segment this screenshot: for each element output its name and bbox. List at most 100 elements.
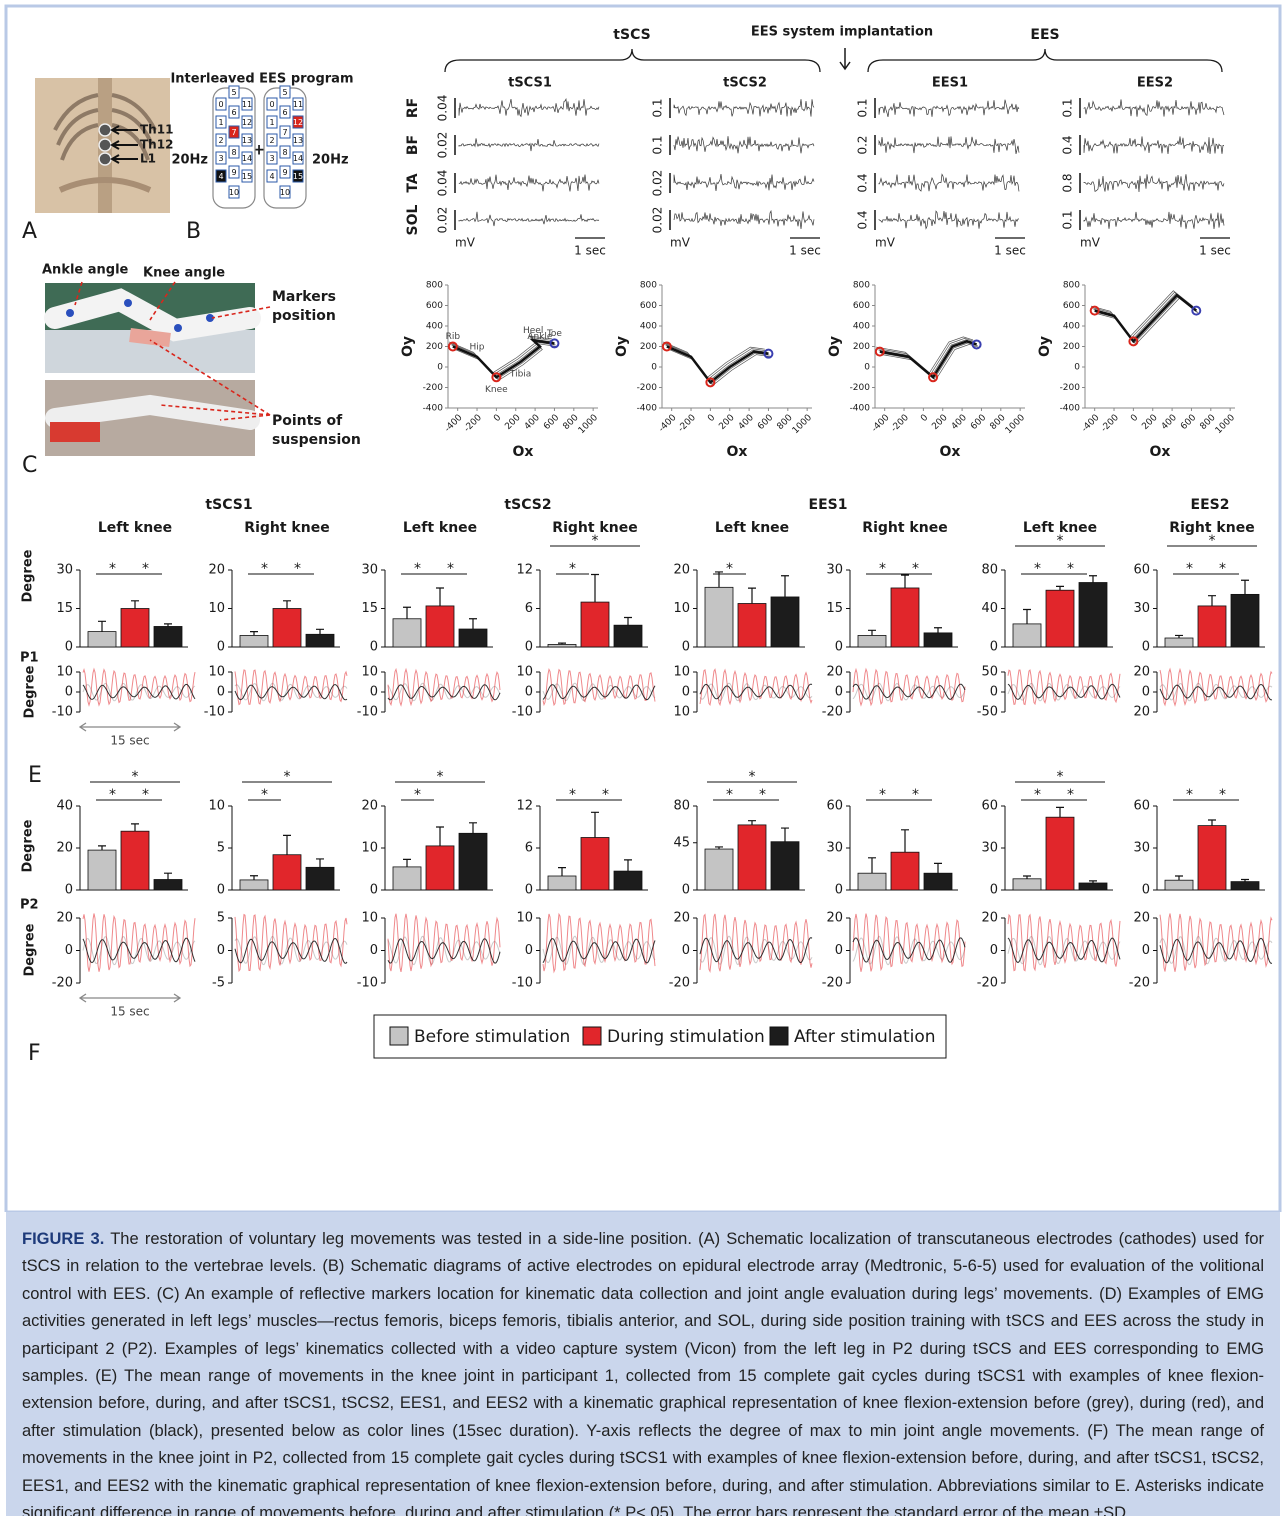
y-tick-label: 0 xyxy=(1142,640,1150,655)
point-label: Toe xyxy=(546,329,562,339)
point-label: Heel xyxy=(523,326,543,336)
emg-trace xyxy=(674,211,814,229)
x-tick-label: 1000 xyxy=(577,413,600,436)
y-tick-label: 0 xyxy=(835,883,843,898)
significance-label: * xyxy=(1186,787,1193,803)
significance-label: * xyxy=(1219,561,1226,577)
time-label: 1 sec xyxy=(789,244,821,258)
error-bar xyxy=(591,812,599,837)
legend-swatch xyxy=(390,1027,408,1045)
error-bar xyxy=(1056,807,1064,817)
error-bar xyxy=(781,828,789,842)
bar xyxy=(614,871,642,890)
y-tick-label: 30 xyxy=(361,563,378,578)
emg-scale: 0.2 xyxy=(856,135,870,154)
y-tick-label: -20 xyxy=(977,976,998,991)
electrode xyxy=(99,153,111,165)
y-tick-label: -20 xyxy=(1129,976,1150,991)
y-tick-label: 60 xyxy=(1133,799,1150,814)
error-bar xyxy=(98,846,106,850)
electrode-number: 11 xyxy=(242,100,252,109)
y-tick-label: 400 xyxy=(1063,322,1080,332)
legend-label: During stimulation xyxy=(607,1027,765,1047)
electrode-number: 8 xyxy=(231,148,236,157)
bar xyxy=(240,880,268,890)
y-tick-label: 60 xyxy=(981,799,998,814)
error-bar xyxy=(1241,580,1249,594)
vertebra-label: Th11 xyxy=(140,123,173,137)
x-axis-label: Ox xyxy=(727,444,748,460)
y-tick-label: 0 xyxy=(370,883,378,898)
y-tick-label: 20 xyxy=(208,563,225,578)
y-tick-label: -20 xyxy=(822,976,843,991)
x-tick-label: -200 xyxy=(889,413,911,435)
emg-scale: 0.1 xyxy=(651,98,665,117)
group-title: tSCS2 xyxy=(504,497,551,513)
y-tick-label: 0 xyxy=(1142,883,1150,898)
y-tick-label: 0 xyxy=(682,640,690,655)
group-title: EES2 xyxy=(1191,497,1230,513)
y-tick-label: 600 xyxy=(640,301,657,311)
significance-label: * xyxy=(749,769,756,785)
bar xyxy=(924,633,952,647)
significance-label: * xyxy=(109,561,116,577)
electrode-number: 5 xyxy=(231,88,236,97)
y-tick-label: 20 xyxy=(826,665,843,680)
y-tick-label: 0 xyxy=(990,883,998,898)
y-tick-label: 10 xyxy=(361,841,378,856)
x-tick-label: 400 xyxy=(1160,413,1179,432)
x-tick-label: -200 xyxy=(676,413,698,435)
x-tick-label: 600 xyxy=(756,413,775,432)
bar xyxy=(548,644,576,647)
legend-label: Before stimulation xyxy=(414,1027,570,1047)
y-tick-label: 20 xyxy=(826,911,843,926)
y-tick-label: 0 xyxy=(65,883,73,898)
frequency: 20Hz xyxy=(171,153,208,168)
y-tick-label: 30 xyxy=(981,841,998,856)
error-bar xyxy=(283,835,291,854)
bar xyxy=(426,606,454,647)
electrode xyxy=(99,124,111,136)
y-tick-label: -10 xyxy=(204,705,225,720)
electrode-number: 10 xyxy=(280,188,290,197)
significance-label: * xyxy=(879,787,886,803)
error-bar xyxy=(164,873,172,879)
y-tick-label: 0 xyxy=(835,943,843,958)
emg-title: EES2 xyxy=(1137,76,1173,91)
emg-trace xyxy=(879,174,1019,191)
emg-scale: 0.8 xyxy=(1061,173,1075,192)
y-tick-label: 0 xyxy=(1142,943,1150,958)
bar xyxy=(1231,882,1259,890)
time-label: 1 sec xyxy=(1199,244,1231,258)
y-tick-label: 0 xyxy=(990,943,998,958)
y-tick-label: -10 xyxy=(52,705,73,720)
emg-trace xyxy=(1084,212,1224,229)
emg-scale: 0.02 xyxy=(651,170,665,197)
bar xyxy=(891,588,919,647)
point-label: Knee xyxy=(485,385,508,395)
error-bar xyxy=(131,824,139,831)
error-bar xyxy=(1023,609,1031,623)
emg-trace xyxy=(459,99,599,116)
bar xyxy=(88,632,116,647)
y-tick-label: -400 xyxy=(850,404,871,414)
electrode-number: 2 xyxy=(269,136,274,145)
electrode-number: 10 xyxy=(229,188,239,197)
y-tick-label: 800 xyxy=(640,281,657,291)
bar xyxy=(121,609,149,648)
electrode-number: 1 xyxy=(269,118,274,127)
caption-label: FIGURE 3. xyxy=(22,1230,104,1248)
y-tick-label: 10 xyxy=(361,911,378,926)
significance-label: * xyxy=(142,787,149,803)
y-tick-label: -20 xyxy=(669,976,690,991)
emg-title: tSCS2 xyxy=(723,76,767,91)
y-tick-label: 10 xyxy=(361,665,378,680)
emg-trace xyxy=(459,175,599,192)
emg-title: tSCS1 xyxy=(508,76,552,91)
emg-title: EES1 xyxy=(932,76,968,91)
emg-scale: 0.02 xyxy=(436,207,450,234)
panel-label: B xyxy=(186,219,201,244)
y-tick-label: 30 xyxy=(1133,601,1150,616)
brace xyxy=(445,49,820,72)
kinematic-trace xyxy=(853,669,965,705)
